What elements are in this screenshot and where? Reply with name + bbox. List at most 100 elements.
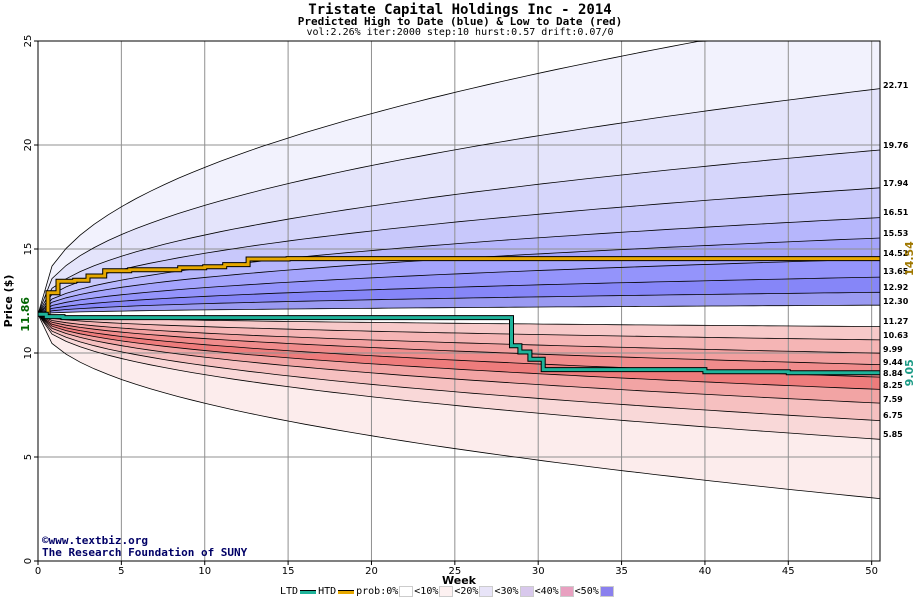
legend-line-swatch <box>338 589 355 594</box>
legend-color-swatch <box>399 586 414 597</box>
ltd-final-label: 9.05 <box>903 359 916 386</box>
quantile-end-label: 22.71 <box>883 81 909 90</box>
legend-item: HTD <box>318 586 356 597</box>
legend-color-swatch <box>479 586 494 597</box>
start-price-label: 11.86 <box>19 297 32 332</box>
quantile-end-label: 7.59 <box>883 395 903 404</box>
y-tick-label: 15 <box>23 243 34 256</box>
x-tick-label: 35 <box>615 566 628 577</box>
legend-label: LTD <box>280 586 299 597</box>
quantile-end-label: 12.30 <box>883 297 909 306</box>
quantile-boundary-line <box>37 291 881 315</box>
y-tick-label: 0 <box>23 558 34 564</box>
x-tick-label: 5 <box>118 566 124 577</box>
quantile-end-label: 10.63 <box>883 331 908 340</box>
x-tick-label: 50 <box>865 566 878 577</box>
x-tick-label: 15 <box>282 566 295 577</box>
probability-band <box>38 314 880 378</box>
quantile-boundary-line <box>37 276 881 315</box>
quantile-end-label: 17.94 <box>883 179 909 188</box>
quantile-end-label: 15.53 <box>883 229 908 238</box>
legend-label: HTD <box>318 586 337 597</box>
y-tick-label: 10 <box>23 347 34 360</box>
probability-band <box>38 217 880 315</box>
legend-color-swatch <box>439 586 454 597</box>
quantile-boundary-line <box>37 314 881 404</box>
chart-subtitle: Predicted High to Date (blue) & Low to D… <box>297 15 623 28</box>
probability-band <box>38 259 880 315</box>
quantile-end-label: 11.27 <box>883 317 908 326</box>
legend-label: <50% <box>574 586 599 597</box>
quantile-end-label: 14.52 <box>883 249 908 258</box>
quantile-end-label: 16.51 <box>883 208 909 217</box>
series-lines <box>38 256 880 376</box>
legend-label: <20% <box>454 586 479 597</box>
quantile-boundary-line <box>37 314 881 499</box>
organization-credit: The Research Foundation of SUNY <box>42 546 248 559</box>
quantile-boundary-line <box>37 304 880 315</box>
ltd-series-line <box>38 312 880 375</box>
x-tick-label: 45 <box>782 566 795 577</box>
y-axis-ticks: 0 5 10 15 20 25 <box>23 35 38 564</box>
legend-label: <10% <box>414 586 439 597</box>
x-tick-label: 20 <box>365 566 378 577</box>
y-tick-label: 5 <box>23 454 34 460</box>
probability-band <box>38 314 880 404</box>
legend-item: <40% <box>535 586 575 597</box>
x-tick-label: 30 <box>532 566 545 577</box>
quantile-end-label: 9.99 <box>883 345 903 354</box>
x-tick-label: 0 <box>35 566 41 577</box>
legend-item: <20% <box>454 586 494 597</box>
probability-band <box>38 314 880 421</box>
quantile-boundary-line <box>37 258 881 315</box>
quantile-end-label: 19.76 <box>883 141 909 150</box>
y-tick-label: 25 <box>23 35 34 48</box>
htd-series-line <box>38 257 880 316</box>
probability-band <box>38 150 880 315</box>
x-axis-label: Week <box>442 574 477 587</box>
probability-band <box>38 314 880 340</box>
quantile-boundary-line <box>37 313 881 354</box>
y-tick-label: 20 <box>23 139 34 152</box>
legend-label: <40% <box>534 586 559 597</box>
x-axis-ticks: 0 5 10 15 20 25 30 35 40 45 50 <box>35 561 878 577</box>
probability-band <box>38 187 880 315</box>
copyright-link[interactable]: ©www.textbiz.org <box>42 534 148 547</box>
quantile-end-label: 6.75 <box>883 411 903 420</box>
quantile-boundary-line <box>37 314 881 440</box>
probability-band <box>38 314 880 499</box>
probability-band <box>38 314 880 354</box>
legend-item: <10% <box>414 586 454 597</box>
chart-legend: LTD HTD prob:0% <10% <20% <30% <40% <50% <box>280 586 615 597</box>
legend-item: <30% <box>494 586 534 597</box>
legend-item: <50% <box>575 586 615 597</box>
y-axis-label: Price ($) <box>2 275 15 328</box>
quantile-boundary-line <box>37 313 881 341</box>
x-tick-label: 10 <box>198 566 211 577</box>
legend-color-swatch <box>599 586 614 597</box>
quantile-end-label: 12.92 <box>883 283 908 292</box>
quantile-boundary-line <box>37 313 881 365</box>
quantile-boundary-line <box>37 88 881 315</box>
quantile-end-label: 8.84 <box>883 369 903 378</box>
legend-label: <30% <box>494 586 519 597</box>
probability-bands <box>38 41 880 561</box>
quantile-boundary-line <box>37 187 881 315</box>
quantile-boundary-lines <box>37 40 881 499</box>
probability-band <box>38 292 880 315</box>
x-tick-label: 25 <box>448 566 461 577</box>
quantile-end-label: 5.85 <box>883 430 903 439</box>
plot-frame <box>37 40 881 562</box>
quantile-boundary-line <box>37 149 881 315</box>
legend-label: prob:0% <box>356 586 399 597</box>
quantile-end-label: 13.65 <box>883 267 909 276</box>
probability-band <box>38 41 880 315</box>
legend-item: LTD <box>280 586 318 597</box>
chart-parameters: vol:2.26% iter:2000 step:10 hurst:0.57 d… <box>306 27 614 38</box>
probability-band <box>38 314 880 365</box>
x-tick-label: 40 <box>699 566 712 577</box>
quantile-boundary-line <box>37 314 881 421</box>
probability-band <box>38 277 880 315</box>
legend-line-swatch <box>300 589 317 594</box>
